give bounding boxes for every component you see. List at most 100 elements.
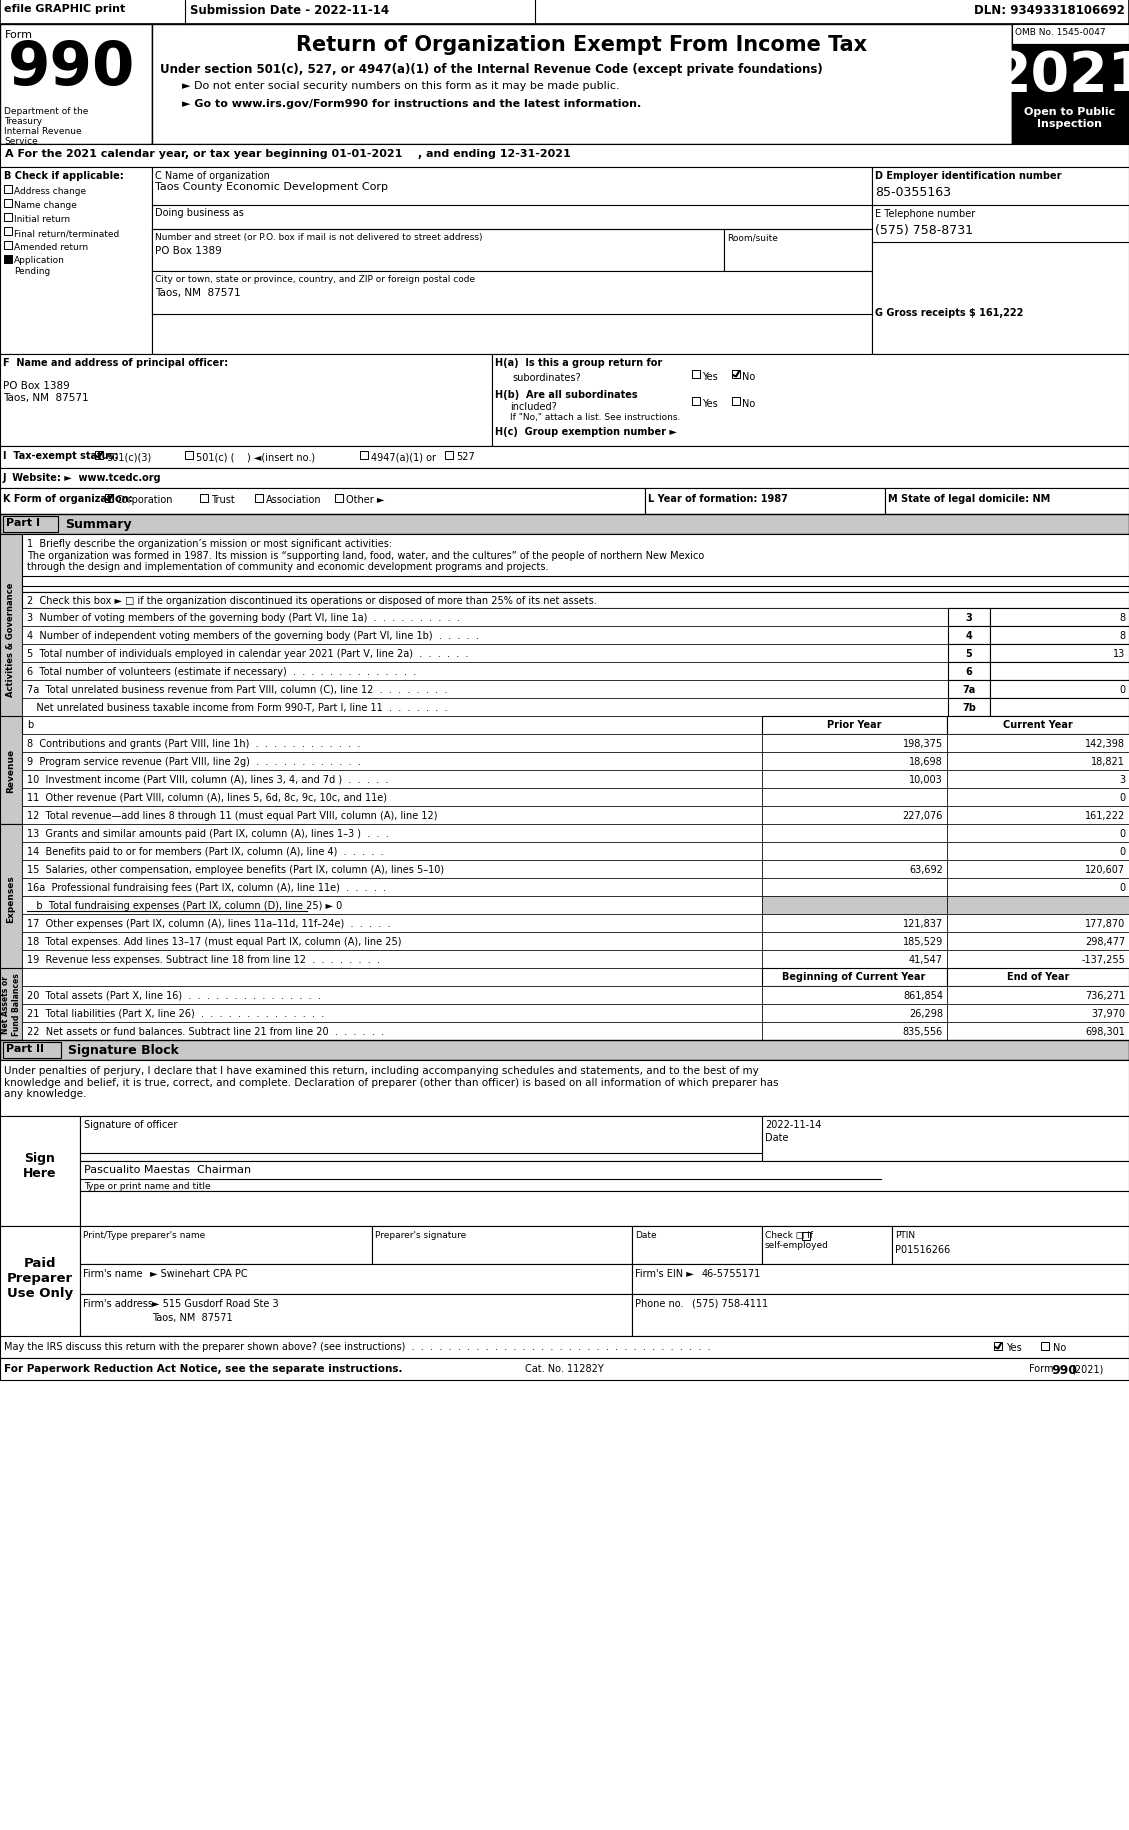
Text: 501(c) (    ) ◄(insert no.): 501(c) ( ) ◄(insert no.)	[196, 452, 315, 461]
Text: Taos, NM  87571: Taos, NM 87571	[3, 393, 88, 403]
Text: 16a  Professional fundraising fees (Part IX, column (A), line 11e)  .  .  .  .  : 16a Professional fundraising fees (Part …	[27, 882, 386, 893]
Bar	[632, 1294, 1129, 1336]
Text: 15  Salaries, other compensation, employee benefits (Part IX, column (A), lines : 15 Salaries, other compensation, employe…	[27, 864, 444, 875]
Text: 26,298: 26,298	[909, 1008, 943, 1019]
Text: 0: 0	[1119, 847, 1124, 856]
Text: Activities & Governance: Activities & Governance	[7, 582, 16, 697]
Bar	[21, 950, 762, 968]
Bar	[0, 1336, 1129, 1358]
Text: Doing business as: Doing business as	[155, 209, 244, 218]
Text: 41,547: 41,547	[909, 955, 943, 964]
Bar	[0, 145, 1129, 168]
Text: 63,692: 63,692	[909, 864, 943, 875]
Text: ► Go to www.irs.gov/Form990 for instructions and the latest information.: ► Go to www.irs.gov/Form990 for instruct…	[182, 99, 641, 110]
Text: Sign
Here: Sign Here	[24, 1151, 56, 1179]
Text: D Employer identification number: D Employer identification number	[875, 170, 1061, 181]
Text: 10  Investment income (Part VIII, column (A), lines 3, 4, and 7d )  .  .  .  .  : 10 Investment income (Part VIII, column …	[27, 774, 388, 785]
Text: 22  Net assets or fund balances. Subtract line 21 from line 20  .  .  .  .  .  .: 22 Net assets or fund balances. Subtract…	[27, 1027, 384, 1036]
Text: Signature of officer: Signature of officer	[84, 1120, 177, 1129]
Text: For Paperwork Reduction Act Notice, see the separate instructions.: For Paperwork Reduction Act Notice, see …	[5, 1363, 403, 1372]
Text: B Check if applicable:: B Check if applicable:	[5, 170, 124, 181]
Text: 7a  Total unrelated business revenue from Part VIII, column (C), line 12  .  .  : 7a Total unrelated business revenue from…	[27, 684, 447, 695]
Text: Part I: Part I	[6, 518, 40, 527]
Text: Name change: Name change	[14, 201, 77, 210]
Bar	[105, 494, 113, 503]
Text: DLN: 93493318106692: DLN: 93493318106692	[974, 4, 1124, 16]
Bar	[0, 447, 1129, 468]
Bar	[692, 397, 700, 406]
Text: 17  Other expenses (Part IX, column (A), lines 11a–11d, 11f–24e)  .  .  .  .  .: 17 Other expenses (Part IX, column (A), …	[27, 919, 391, 928]
Bar	[947, 789, 1129, 807]
Text: Net Assets or
Fund Balances: Net Assets or Fund Balances	[1, 974, 20, 1036]
Bar	[990, 626, 1129, 644]
Text: 736,271: 736,271	[1085, 990, 1124, 1001]
Text: 13: 13	[1113, 648, 1124, 659]
Bar	[724, 231, 872, 273]
Bar	[762, 968, 947, 986]
Text: (575) 758-8731: (575) 758-8731	[875, 223, 973, 236]
Bar	[0, 168, 152, 355]
Bar	[947, 825, 1129, 842]
Text: 177,870: 177,870	[1085, 919, 1124, 928]
Text: Print/Type preparer's name: Print/Type preparer's name	[84, 1230, 205, 1239]
Text: Yes: Yes	[702, 371, 718, 382]
Text: L Year of formation: 1987: L Year of formation: 1987	[648, 494, 788, 503]
Text: Other ►: Other ►	[345, 494, 384, 505]
Text: 14  Benefits paid to or for members (Part IX, column (A), line 4)  .  .  .  .  .: 14 Benefits paid to or for members (Part…	[27, 847, 384, 856]
Bar	[0, 1358, 1129, 1380]
Bar	[947, 897, 1129, 915]
Text: ► Do not enter social security numbers on this form as it may be made public.: ► Do not enter social security numbers o…	[182, 81, 620, 92]
Bar	[21, 734, 762, 752]
Bar	[0, 1116, 80, 1226]
Text: Firm's EIN ►: Firm's EIN ►	[634, 1268, 693, 1279]
Text: -137,255: -137,255	[1082, 955, 1124, 964]
Bar	[152, 273, 872, 315]
Bar	[80, 1116, 1129, 1162]
Text: Address change: Address change	[14, 187, 86, 196]
Text: Taos County Economic Development Corp: Taos County Economic Development Corp	[155, 181, 388, 192]
Bar	[21, 878, 762, 897]
Text: H(c)  Group exemption number ►: H(c) Group exemption number ►	[495, 426, 677, 437]
Text: 990: 990	[1051, 1363, 1077, 1376]
Bar	[762, 734, 947, 752]
Bar	[947, 933, 1129, 950]
Bar	[5, 214, 12, 221]
Text: PO Box 1389: PO Box 1389	[3, 381, 70, 392]
Bar	[21, 770, 762, 789]
Text: Association: Association	[266, 494, 322, 505]
Bar	[21, 968, 762, 986]
Text: 501(c)(3): 501(c)(3)	[106, 452, 151, 461]
Text: Signature Block: Signature Block	[68, 1043, 178, 1056]
Text: (2021): (2021)	[1071, 1363, 1103, 1372]
Bar	[948, 626, 990, 644]
Text: 298,477: 298,477	[1085, 937, 1124, 946]
Text: Under section 501(c), 527, or 4947(a)(1) of the Internal Revenue Code (except pr: Under section 501(c), 527, or 4947(a)(1)…	[160, 62, 823, 77]
Bar	[5, 229, 12, 236]
Text: P01516266: P01516266	[895, 1244, 951, 1254]
Text: Part II: Part II	[6, 1043, 44, 1054]
Text: (575) 758-4111: (575) 758-4111	[692, 1297, 768, 1308]
Bar	[947, 1023, 1129, 1041]
Bar	[762, 1116, 1129, 1162]
Bar	[200, 494, 208, 503]
Text: Number and street (or P.O. box if mail is not delivered to street address): Number and street (or P.O. box if mail i…	[155, 232, 482, 242]
Text: 3  Number of voting members of the governing body (Part VI, line 1a)  .  .  .  .: 3 Number of voting members of the govern…	[27, 613, 460, 622]
Bar	[990, 644, 1129, 662]
Bar	[947, 860, 1129, 878]
Text: ► Swinehart CPA PC: ► Swinehart CPA PC	[150, 1268, 247, 1279]
Text: 0: 0	[1119, 829, 1124, 838]
Text: 6  Total number of volunteers (estimate if necessary)  .  .  .  .  .  .  .  .  .: 6 Total number of volunteers (estimate i…	[27, 666, 417, 677]
Bar	[21, 807, 762, 825]
Bar	[21, 593, 1129, 609]
Bar	[948, 662, 990, 681]
Text: PO Box 1389: PO Box 1389	[155, 245, 221, 256]
Bar	[645, 489, 885, 514]
Bar	[947, 968, 1129, 986]
Bar	[762, 842, 947, 860]
Bar	[492, 355, 1129, 447]
Text: May the IRS discuss this return with the preparer shown above? (see instructions: May the IRS discuss this return with the…	[5, 1341, 710, 1351]
Bar	[21, 915, 762, 933]
Bar	[762, 915, 947, 933]
Text: 185,529: 185,529	[903, 937, 943, 946]
Text: 5: 5	[965, 648, 972, 659]
